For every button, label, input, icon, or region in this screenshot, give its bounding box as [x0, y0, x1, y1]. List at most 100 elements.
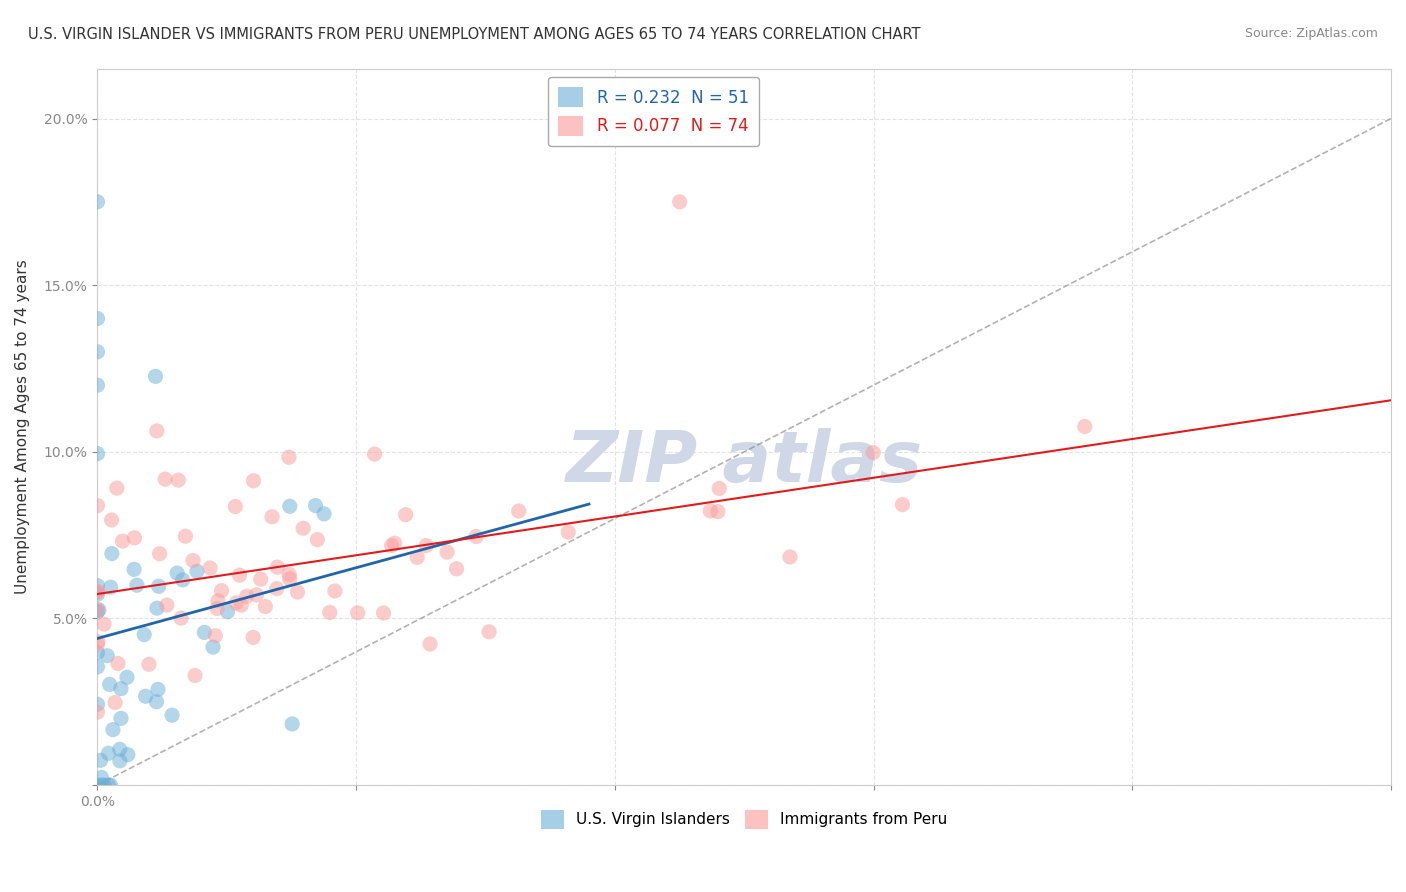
U.S. Virgin Islanders: [186, 564, 208, 578]
U.S. Virgin Islanders: [160, 708, 183, 723]
U.S. Virgin Islanders: [87, 603, 110, 617]
Immigrants from Peru: [707, 505, 730, 519]
U.S. Virgin Islanders: [90, 753, 112, 767]
Immigrants from Peru: [709, 482, 731, 496]
Immigrants from Peru: [381, 539, 404, 553]
Immigrants from Peru: [1074, 419, 1097, 434]
Immigrants from Peru: [86, 603, 108, 617]
U.S. Virgin Islanders: [86, 378, 108, 392]
Immigrants from Peru: [211, 583, 233, 598]
U.S. Virgin Islanders: [134, 627, 156, 641]
U.S. Virgin Islanders: [86, 579, 108, 593]
U.S. Virgin Islanders: [101, 547, 124, 561]
Immigrants from Peru: [862, 445, 884, 459]
U.S. Virgin Islanders: [304, 499, 326, 513]
U.S. Virgin Islanders: [86, 194, 108, 209]
Immigrants from Peru: [184, 668, 207, 682]
U.S. Virgin Islanders: [110, 711, 132, 725]
U.S. Virgin Islanders: [146, 682, 169, 697]
Immigrants from Peru: [124, 531, 146, 545]
Immigrants from Peru: [478, 624, 501, 639]
Immigrants from Peru: [156, 598, 179, 612]
Immigrants from Peru: [174, 529, 197, 543]
Immigrants from Peru: [245, 588, 267, 602]
U.S. Virgin Islanders: [86, 344, 108, 359]
U.S. Virgin Islanders: [97, 778, 120, 792]
U.S. Virgin Islanders: [100, 580, 122, 594]
Immigrants from Peru: [138, 657, 160, 672]
Immigrants from Peru: [292, 521, 315, 535]
Immigrants from Peru: [436, 545, 458, 559]
U.S. Virgin Islanders: [115, 670, 138, 684]
Immigrants from Peru: [319, 606, 342, 620]
Immigrants from Peru: [205, 601, 228, 615]
Immigrants from Peru: [242, 474, 264, 488]
Immigrants from Peru: [207, 593, 229, 607]
Immigrants from Peru: [779, 549, 801, 564]
Immigrants from Peru: [153, 472, 176, 486]
Immigrants from Peru: [373, 606, 395, 620]
U.S. Virgin Islanders: [96, 648, 118, 663]
U.S. Virgin Islanders: [278, 500, 301, 514]
Immigrants from Peru: [148, 547, 170, 561]
Immigrants from Peru: [105, 481, 128, 495]
Text: Source: ZipAtlas.com: Source: ZipAtlas.com: [1244, 27, 1378, 40]
Immigrants from Peru: [419, 637, 441, 651]
U.S. Virgin Islanders: [108, 754, 131, 768]
Immigrants from Peru: [181, 553, 204, 567]
U.S. Virgin Islanders: [90, 771, 112, 785]
U.S. Virgin Islanders: [145, 369, 167, 384]
Immigrants from Peru: [395, 508, 418, 522]
Immigrants from Peru: [146, 424, 169, 438]
U.S. Virgin Islanders: [122, 562, 145, 576]
U.S. Virgin Islanders: [86, 697, 108, 711]
U.S. Virgin Islanders: [146, 601, 169, 615]
U.S. Virgin Islanders: [166, 566, 188, 580]
Immigrants from Peru: [891, 498, 914, 512]
U.S. Virgin Islanders: [193, 625, 215, 640]
Immigrants from Peru: [278, 567, 301, 582]
Immigrants from Peru: [167, 473, 190, 487]
U.S. Virgin Islanders: [86, 311, 108, 326]
Immigrants from Peru: [170, 611, 193, 625]
U.S. Virgin Islanders: [217, 605, 239, 619]
Immigrants from Peru: [384, 536, 406, 550]
U.S. Virgin Islanders: [86, 605, 108, 619]
Immigrants from Peru: [87, 634, 110, 648]
Immigrants from Peru: [100, 513, 122, 527]
Immigrants from Peru: [204, 629, 226, 643]
Immigrants from Peru: [235, 589, 257, 603]
U.S. Virgin Islanders: [108, 742, 131, 756]
Immigrants from Peru: [86, 637, 108, 651]
Immigrants from Peru: [465, 529, 488, 543]
U.S. Virgin Islanders: [117, 747, 139, 762]
Immigrants from Peru: [225, 596, 247, 610]
U.S. Virgin Islanders: [86, 587, 108, 601]
Immigrants from Peru: [446, 562, 468, 576]
U.S. Virgin Islanders: [101, 723, 124, 737]
Immigrants from Peru: [278, 572, 301, 586]
Immigrants from Peru: [86, 584, 108, 599]
Immigrants from Peru: [323, 584, 346, 599]
U.S. Virgin Islanders: [202, 640, 225, 654]
Immigrants from Peru: [508, 504, 530, 518]
Immigrants from Peru: [254, 599, 277, 614]
Immigrants from Peru: [346, 606, 368, 620]
U.S. Virgin Islanders: [86, 778, 108, 792]
U.S. Virgin Islanders: [110, 681, 132, 696]
Immigrants from Peru: [224, 500, 246, 514]
Immigrants from Peru: [266, 582, 288, 596]
U.S. Virgin Islanders: [86, 660, 108, 674]
Immigrants from Peru: [111, 534, 134, 549]
U.S. Virgin Islanders: [135, 690, 157, 704]
U.S. Virgin Islanders: [172, 573, 194, 587]
Immigrants from Peru: [86, 499, 108, 513]
Immigrants from Peru: [228, 568, 250, 582]
Immigrants from Peru: [262, 509, 284, 524]
U.S. Virgin Islanders: [86, 447, 108, 461]
Immigrants from Peru: [107, 657, 129, 671]
Immigrants from Peru: [415, 539, 437, 553]
Immigrants from Peru: [406, 550, 429, 565]
Immigrants from Peru: [668, 194, 690, 209]
U.S. Virgin Islanders: [97, 746, 120, 760]
